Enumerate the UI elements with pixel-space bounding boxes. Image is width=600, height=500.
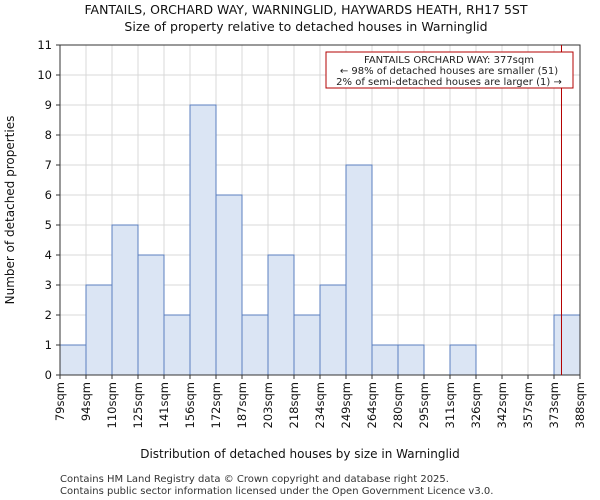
y-tick-label: 9 (45, 98, 52, 112)
x-tick-label: 110sqm (105, 382, 119, 428)
y-tick-label: 4 (45, 248, 52, 262)
bar-94sqm (85, 284, 113, 376)
bar-156sqm (189, 104, 217, 376)
x-tick-label: 125sqm (131, 382, 145, 428)
x-tick-label: 264sqm (365, 382, 379, 428)
annotation-line-1: FANTAILS ORCHARD WAY: 377sqm (364, 55, 534, 66)
x-tick-label: 280sqm (391, 382, 405, 428)
y-tick-label: 11 (37, 38, 52, 52)
bar-125sqm (137, 254, 165, 376)
annotation-line-2: ← 98% of detached houses are smaller (51… (340, 66, 558, 77)
bar-373sqm (553, 314, 581, 376)
y-tick-label: 5 (45, 218, 52, 232)
x-tick-label: 218sqm (287, 382, 301, 428)
x-tick-label: 141sqm (157, 382, 171, 428)
bars (59, 104, 581, 376)
y-tick-label: 6 (45, 188, 52, 202)
x-axis-label: Distribution of detached houses by size … (140, 447, 460, 461)
x-tick-label: 234sqm (313, 382, 327, 428)
chart-subtitle: Size of property relative to detached ho… (124, 19, 487, 34)
footer-line-2: Contains public sector information licen… (60, 486, 493, 497)
y-tick-label: 7 (45, 158, 52, 172)
y-tick-label: 3 (45, 278, 52, 292)
bar-234sqm (319, 284, 347, 376)
y-ticks: 0 1 2 3 4 5 6 7 8 9 10 11 (37, 38, 60, 382)
bar-203sqm (267, 254, 295, 376)
chart-title: FANTAILS, ORCHARD WAY, WARNINGLID, HAYWA… (84, 2, 527, 17)
annotation-box: FANTAILS ORCHARD WAY: 377sqm ← 98% of de… (325, 51, 574, 89)
x-tick-label: 373sqm (547, 382, 561, 428)
x-tick-label: 172sqm (209, 382, 223, 428)
x-tick-label: 249sqm (339, 382, 353, 428)
x-tick-label: 342sqm (495, 382, 509, 428)
bar-249sqm (345, 164, 373, 376)
x-tick-label: 94sqm (79, 382, 93, 421)
x-tick-label: 357sqm (521, 382, 535, 428)
bar-218sqm (293, 314, 321, 376)
x-tick-label: 311sqm (443, 382, 457, 428)
y-tick-label: 10 (37, 68, 52, 82)
x-tick-label: 388sqm (573, 382, 587, 428)
bar-311sqm (449, 344, 477, 376)
footer-line-1: Contains HM Land Registry data © Crown c… (60, 474, 449, 485)
annotation-frame (325, 51, 574, 89)
bar-79sqm (59, 344, 87, 376)
y-axis-label: Number of detached properties (3, 116, 17, 305)
bar-172sqm (215, 194, 243, 376)
y-tick-label: 2 (45, 308, 52, 322)
x-tick-label: 156sqm (183, 382, 197, 428)
bar-264sqm (371, 344, 399, 376)
y-tick-label: 1 (45, 338, 52, 352)
x-tick-label: 295sqm (417, 382, 431, 428)
x-ticks: 79sqm 94sqm 110sqm 125sqm 141sqm 156sqm 172sqm… (53, 375, 587, 428)
y-tick-label: 8 (45, 128, 52, 142)
bar-187sqm (241, 314, 269, 376)
annotation-line-3: 2% of semi-detached houses are larger (1… (336, 77, 562, 88)
bar-141sqm (163, 314, 191, 376)
bar-110sqm (111, 224, 139, 376)
y-tick-label: 0 (45, 368, 52, 382)
plot-frame (59, 44, 581, 376)
x-tick-label: 326sqm (469, 382, 483, 428)
x-tick-label: 187sqm (235, 382, 249, 428)
bar-280sqm (397, 344, 425, 376)
x-tick-label: 203sqm (261, 382, 275, 428)
x-tick-label: 79sqm (53, 382, 67, 421)
